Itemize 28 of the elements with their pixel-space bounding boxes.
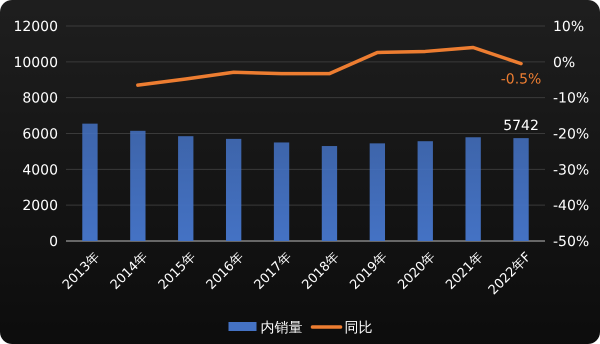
bar: [130, 130, 146, 241]
y2-tick-label: -10%: [553, 90, 590, 107]
y-tick-label: 6000: [22, 126, 58, 142]
legend-label: 内销量: [260, 320, 302, 336]
y2-tick-label: -40%: [553, 198, 590, 214]
data-label: 5742: [503, 118, 539, 134]
y2-tick-label: -20%: [553, 126, 590, 142]
bar: [370, 143, 386, 241]
bar: [465, 137, 481, 241]
legend-label: 同比: [344, 320, 372, 336]
bar: [178, 136, 194, 241]
bar: [513, 138, 529, 241]
y-tick-label: 10000: [13, 54, 58, 71]
bar: [322, 146, 338, 241]
y-tick-label: 12000: [13, 19, 58, 35]
y2-tick-label: -50%: [553, 234, 590, 250]
bar: [226, 138, 242, 241]
y-tick-label: 0: [49, 234, 58, 250]
y2-tick-label: -30%: [553, 162, 590, 178]
data-label: -0.5%: [500, 72, 542, 88]
bar: [274, 142, 290, 241]
y-tick-label: 4000: [22, 162, 58, 178]
y2-tick-label: 10%: [553, 19, 584, 35]
bar: [418, 141, 433, 241]
bar: [82, 124, 98, 241]
y-tick-label: 8000: [22, 90, 58, 107]
y2-tick-label: 0%: [553, 54, 576, 71]
y-tick-label: 2000: [22, 198, 58, 214]
